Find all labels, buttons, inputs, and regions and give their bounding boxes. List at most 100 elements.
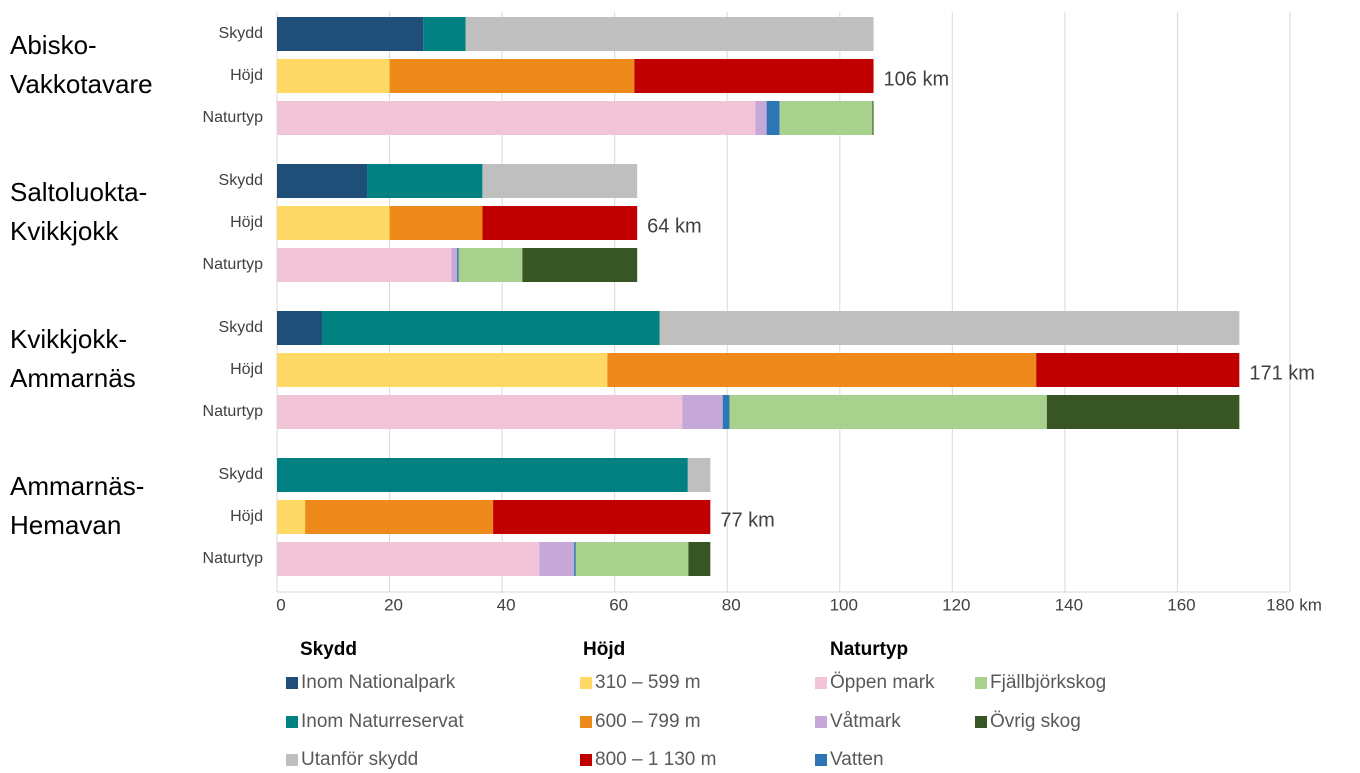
bar-segment [367, 164, 483, 198]
bar-segment [277, 458, 688, 492]
legend-label: 600 – 799 m [595, 711, 701, 732]
legend-heading: Skydd [300, 639, 357, 660]
bar-segment [1036, 353, 1240, 387]
bar-segment [482, 164, 638, 198]
bar-segment [305, 500, 494, 534]
x-tick-label: 40 [497, 595, 516, 614]
group-label: Ammarnäs [10, 363, 136, 393]
legend-swatch [815, 677, 827, 689]
row-label: Skydd [219, 172, 263, 189]
bar-segment [277, 17, 424, 51]
legend-label: Vatten [830, 749, 884, 770]
bar-segment [574, 542, 576, 576]
group-label: Kvikkjokk [10, 216, 119, 246]
x-tick-label: 0 [276, 595, 285, 614]
bar-segment [634, 59, 874, 93]
row-label: Skydd [219, 466, 263, 483]
bar-segment [457, 248, 459, 282]
bar-segment [458, 248, 523, 282]
group-label: Kvikkjokk- [10, 324, 127, 354]
legend-swatch [815, 754, 827, 766]
row-label: Höjd [230, 67, 263, 84]
bar-segment [607, 353, 1037, 387]
legend-swatch [815, 716, 827, 728]
bar-segment [389, 59, 635, 93]
bar-segment [688, 542, 711, 576]
x-tick-label: 20 [384, 595, 403, 614]
row-label: Höjd [230, 508, 263, 525]
total-label: 64 km [647, 215, 701, 237]
bar-segment [522, 248, 638, 282]
bar-segment [575, 542, 689, 576]
group-label: Hemavan [10, 510, 121, 540]
legend-swatch [580, 716, 592, 728]
bar-segment [755, 101, 767, 135]
bar-segment [722, 395, 730, 429]
row-label: Höjd [230, 361, 263, 378]
bar-segment [277, 101, 756, 135]
legend-swatch [580, 754, 592, 766]
bar-segment [277, 59, 390, 93]
bar-segment [277, 395, 683, 429]
bar-segment [277, 311, 323, 345]
bar-segment [277, 500, 306, 534]
legend-label: Övrig skog [990, 711, 1081, 732]
total-label: 77 km [720, 509, 774, 531]
legend-swatch [286, 716, 298, 728]
bar-segment [389, 206, 483, 240]
bar-segment [729, 395, 1047, 429]
row-label: Naturtyp [203, 403, 264, 420]
row-label: Skydd [219, 25, 263, 42]
bar-segment [465, 17, 874, 51]
bar-segment [277, 353, 608, 387]
legend-heading: Höjd [583, 639, 625, 660]
legend-swatch [286, 677, 298, 689]
legend-label: Utanför skydd [301, 749, 418, 770]
bar-segment [277, 164, 368, 198]
bar-segment [872, 101, 874, 135]
x-tick-label: 80 [722, 595, 741, 614]
bar-segment [451, 248, 458, 282]
legend-swatch [580, 677, 592, 689]
legend-heading: Naturtyp [830, 639, 908, 660]
total-label: 106 km [884, 68, 950, 90]
group-label: Vakkotavare [10, 69, 153, 99]
x-tick-label: 60 [609, 595, 628, 614]
bar-segment [1046, 395, 1240, 429]
bar-segment [659, 311, 1240, 345]
bar-segment [779, 101, 873, 135]
group-label: Abisko- [10, 30, 97, 60]
total-label: 171 km [1249, 362, 1315, 384]
legend-swatch [975, 716, 987, 728]
bar-segment [539, 542, 575, 576]
bar-segment [493, 500, 711, 534]
legend-label: Fjällbjörkskog [990, 672, 1106, 693]
bar-segment [277, 248, 452, 282]
bar-segment [766, 101, 780, 135]
row-label: Naturtyp [203, 256, 264, 273]
row-label: Naturtyp [203, 550, 264, 567]
x-tick-label: 160 [1167, 595, 1195, 614]
row-label: Naturtyp [203, 109, 264, 126]
bar-segment [277, 206, 390, 240]
legend-label: Inom Nationalpark [301, 672, 456, 693]
legend-label: Öppen mark [830, 672, 935, 693]
legend-swatch [975, 677, 987, 689]
bar-segment [482, 206, 638, 240]
bar-segment [687, 458, 711, 492]
legend-label: Våtmark [830, 711, 901, 732]
legend-label: 800 – 1 130 m [595, 749, 716, 770]
x-tick-label: 120 [942, 595, 970, 614]
row-label: Höjd [230, 214, 263, 231]
row-label: Skydd [219, 319, 263, 336]
bar-segment [423, 17, 466, 51]
x-tick-label: 180 km [1266, 595, 1322, 614]
x-tick-label: 140 [1055, 595, 1083, 614]
legend-label: Inom Naturreservat [301, 711, 464, 732]
bar-segment [322, 311, 660, 345]
group-label: Saltoluokta- [10, 177, 147, 207]
legend-swatch [286, 754, 298, 766]
bar-segment [277, 542, 540, 576]
group-label: Ammarnäs- [10, 471, 144, 501]
